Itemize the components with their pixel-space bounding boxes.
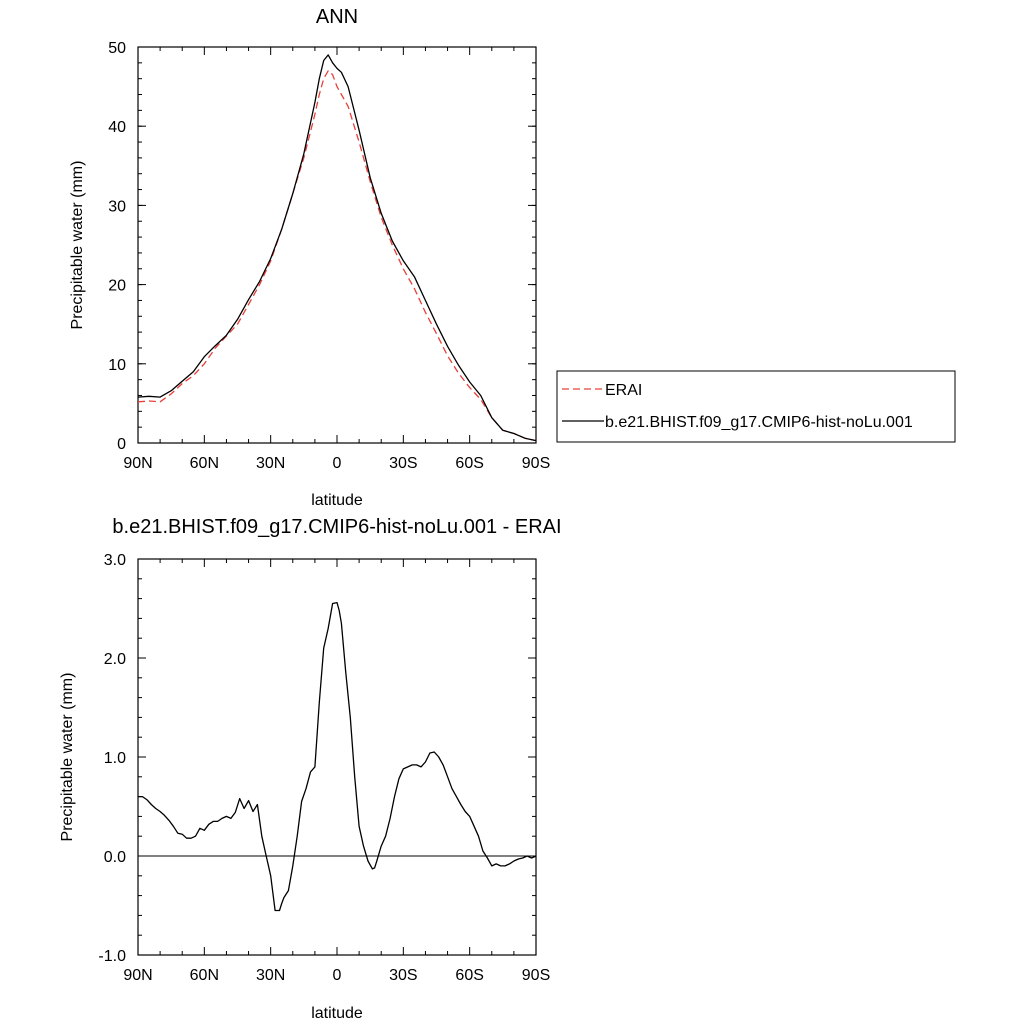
x-tick-label: 30S: [389, 967, 417, 984]
x-tick-label: 60N: [190, 967, 219, 984]
plot-frame: [137, 46, 537, 444]
series-lines: [138, 601, 537, 912]
y-tick-label: 10: [108, 357, 126, 374]
legend-label-erai: ERAI: [605, 382, 642, 399]
y-tick-label: 50: [108, 40, 126, 57]
legend-box: [556, 370, 956, 443]
x-tick-labels: 90N 60N 30N 0 30S 60S 90S: [123, 455, 550, 472]
legend: ERAI b.e21.BHIST.f09_g17.CMIP6-hist-noLu…: [556, 370, 956, 443]
tick-marks: [137, 558, 537, 956]
series-line-erai: [137, 70, 537, 442]
tick-marks: [137, 46, 537, 444]
x-tick-labels: 90N 60N 30N 0 30S 60S 90S: [123, 967, 550, 984]
x-tick-label: 0: [333, 967, 342, 984]
x-tick-label: 90S: [522, 455, 550, 472]
y-tick-label: -1.0: [98, 948, 126, 965]
y-tick-label: 0.0: [104, 849, 126, 866]
x-axis-label: latitude: [311, 492, 363, 509]
y-tick-label: 2.0: [104, 651, 126, 668]
x-tick-label: 60S: [455, 967, 483, 984]
panel-difference: b.e21.BHIST.f09_g17.CMIP6-hist-noLu.001 …: [59, 516, 562, 1022]
series-line-diff-0: [138, 601, 537, 912]
y-tick-label: 3.0: [104, 552, 126, 569]
y-tick-label: 0: [117, 436, 126, 453]
chart-title: ANN: [316, 6, 358, 28]
x-tick-label: 90N: [123, 967, 152, 984]
series-line-b-e21-bhist-f09-g17-cmip6-hist-nolu-001: [137, 54, 537, 442]
x-tick-label: 30S: [389, 455, 417, 472]
y-tick-label: 40: [108, 119, 126, 136]
y-axis-label: Precipitable water (mm): [59, 673, 76, 842]
y-tick-labels: 0 10 20 30 40 50: [108, 40, 126, 453]
x-tick-label: 60N: [190, 455, 219, 472]
x-tick-label: 90S: [522, 967, 550, 984]
y-tick-label: 30: [108, 198, 126, 215]
plot-frame: [137, 558, 537, 956]
series-lines: [137, 54, 537, 442]
x-tick-label: 30N: [256, 455, 285, 472]
chart-title: b.e21.BHIST.f09_g17.CMIP6-hist-noLu.001 …: [112, 516, 561, 538]
x-tick-label: 90N: [123, 455, 152, 472]
y-tick-label: 1.0: [104, 750, 126, 767]
x-axis-label: latitude: [311, 1005, 363, 1022]
panel-annual-mean: ANN 90N 60N 30N 0 30S 60S 90S 0 10 20 30 40 50 lati…: [69, 6, 550, 509]
y-tick-labels: -1.0 0.0 1.0 2.0 3.0: [98, 552, 126, 965]
y-tick-label: 20: [108, 278, 126, 295]
x-tick-label: 0: [333, 455, 342, 472]
x-tick-label: 60S: [455, 455, 483, 472]
x-tick-label: 30N: [256, 967, 285, 984]
legend-label-model: b.e21.BHIST.f09_g17.CMIP6-hist-noLu.001: [605, 414, 913, 431]
y-axis-label: Precipitable water (mm): [69, 161, 86, 330]
